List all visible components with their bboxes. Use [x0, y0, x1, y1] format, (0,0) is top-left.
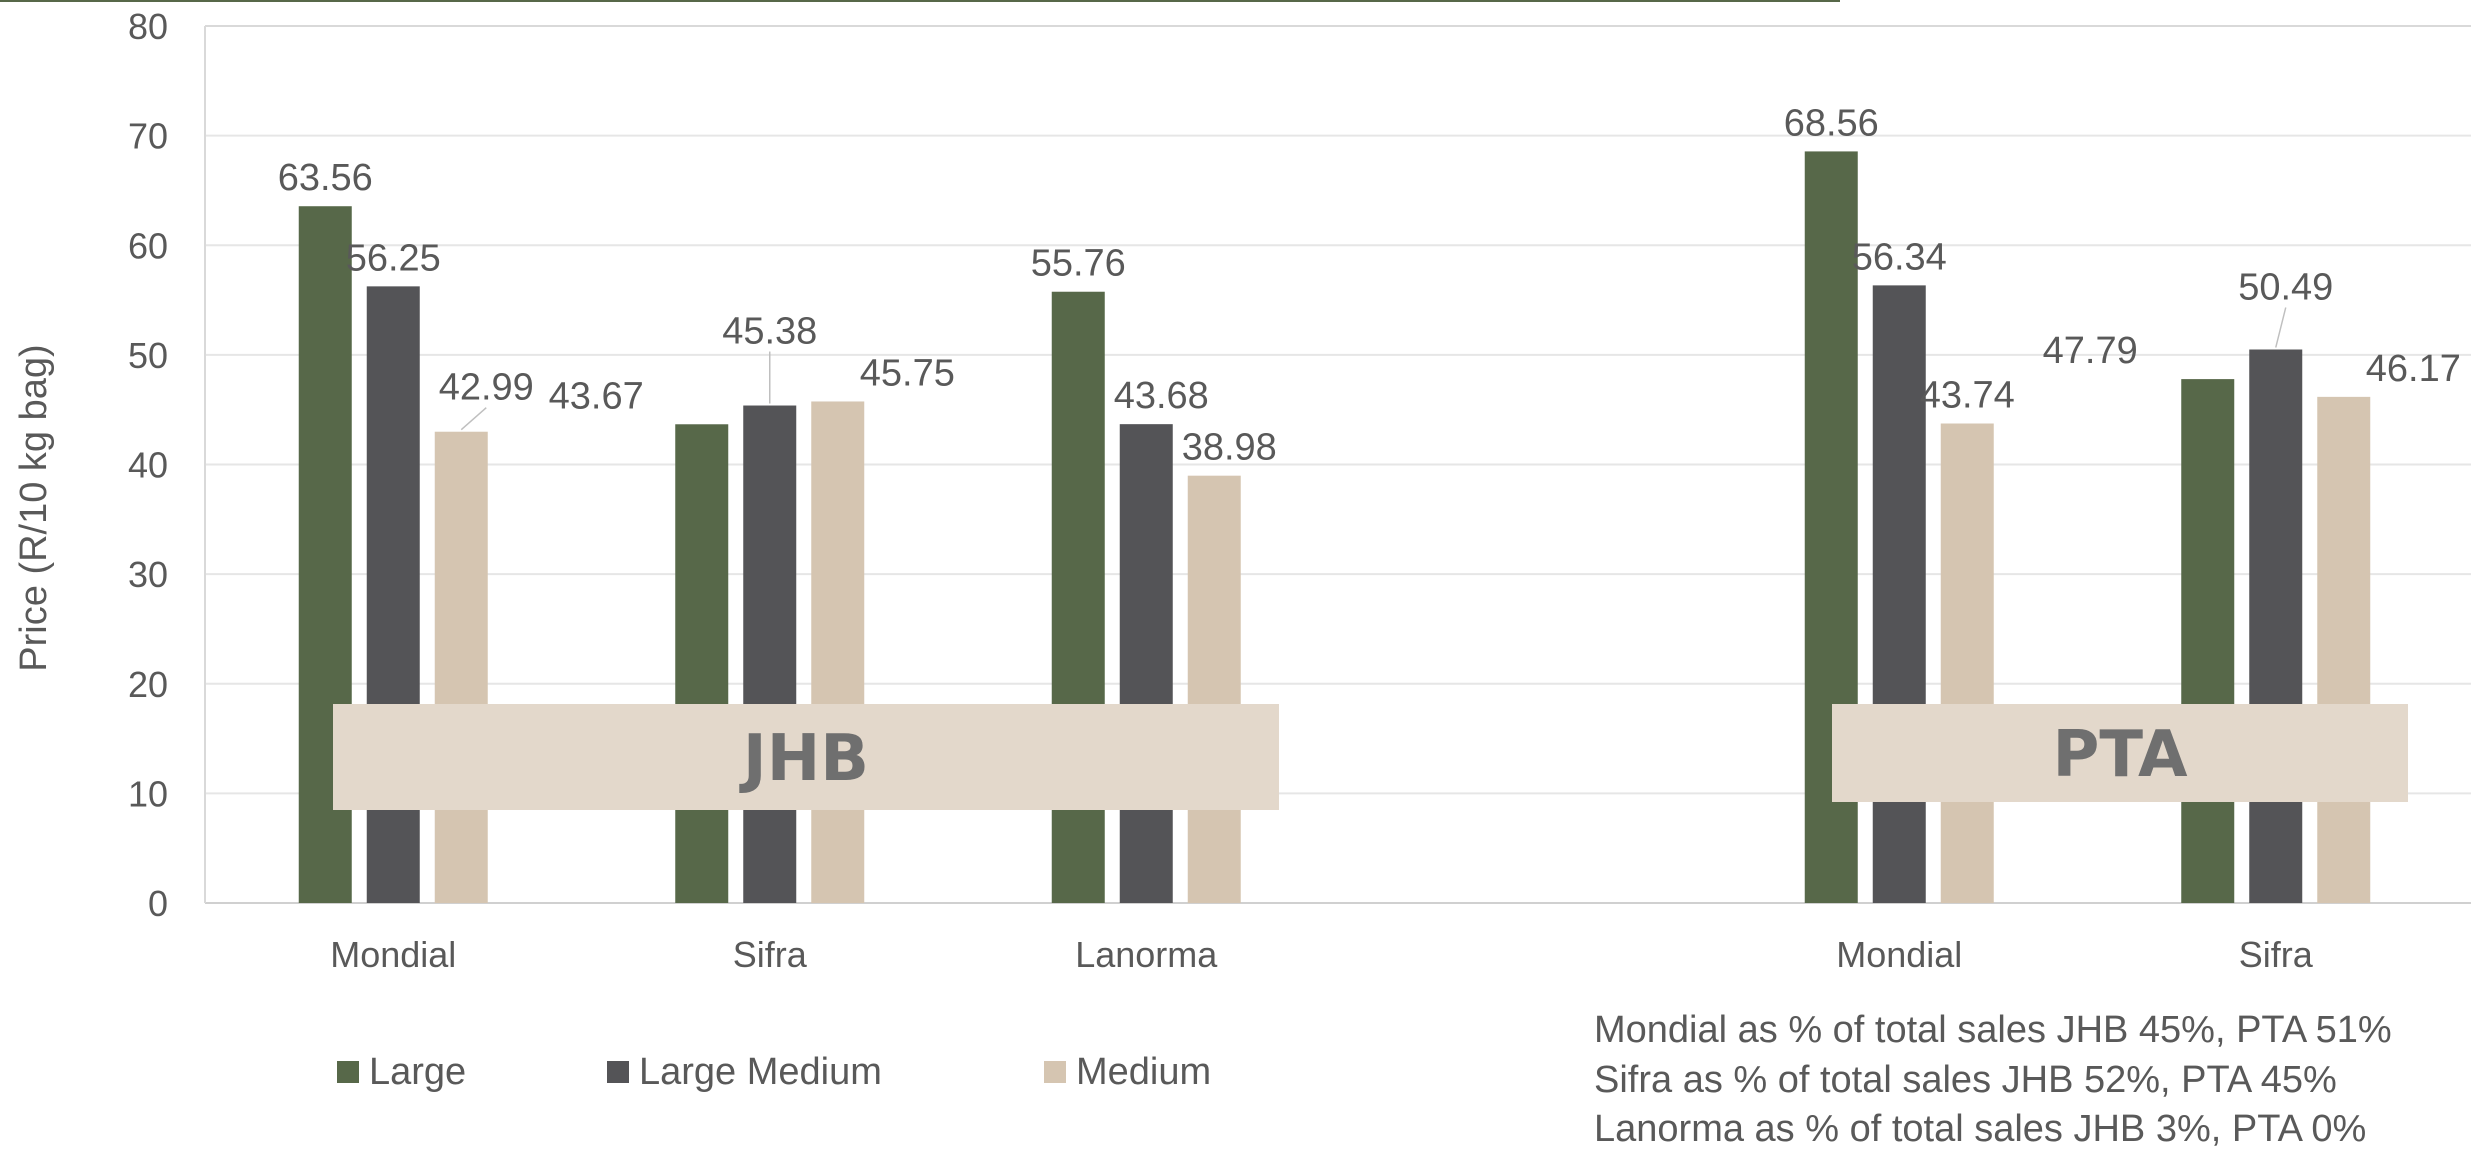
- data-label: 43.74: [1920, 375, 2015, 417]
- note-line: Mondial as % of total sales JHB 45%, PTA…: [1594, 1009, 2392, 1051]
- legend-swatch: [337, 1061, 359, 1083]
- legend: Large Large Medium Medium: [337, 1051, 1211, 1093]
- data-label: 63.56: [278, 157, 373, 199]
- x-tick-label: Lanorma: [1075, 934, 1218, 975]
- data-label: 56.34: [1852, 236, 1947, 278]
- data-label: 38.98: [1182, 427, 1277, 469]
- legend-swatch: [1044, 1061, 1066, 1083]
- y-tick-label: 10: [128, 773, 168, 814]
- leader-line: [2275, 307, 2287, 348]
- x-tick-label: Mondial: [1836, 934, 1962, 975]
- region-boxes: JHB PTA: [333, 704, 2408, 810]
- y-tick-label: 20: [128, 664, 168, 705]
- data-label: 45.38: [722, 311, 817, 353]
- region-label: PTA: [2052, 718, 2188, 792]
- y-tick-label: 40: [128, 445, 168, 486]
- y-tick-label: 80: [128, 6, 168, 47]
- legend-label: Large Medium: [639, 1051, 882, 1093]
- y-axis-ticks: 0 10 20 30 40 50 60 70 80: [128, 6, 168, 924]
- data-label: 68.56: [1784, 102, 1879, 144]
- data-label: 47.79: [2043, 330, 2138, 372]
- region-box: [333, 704, 1279, 810]
- y-tick-label: 50: [128, 335, 168, 376]
- x-tick-label: Sifra: [2239, 934, 2314, 975]
- bar-large-medium: [1119, 424, 1173, 903]
- data-label: 43.68: [1114, 375, 1209, 417]
- legend-label: Medium: [1076, 1051, 1211, 1093]
- data-label: 46.17: [2366, 348, 2461, 390]
- data-label: 42.99: [439, 367, 534, 409]
- x-tick-label: Sifra: [733, 934, 808, 975]
- bar-large-medium: [366, 286, 420, 903]
- leader-lines: [460, 307, 2287, 431]
- data-label: 56.25: [346, 237, 441, 279]
- bar-medium: [1940, 423, 1994, 903]
- bar-large: [2181, 379, 2235, 903]
- y-tick-label: 30: [128, 554, 168, 595]
- note-line: Lanorma as % of total sales JHB 3%, PTA …: [1594, 1108, 2366, 1150]
- region-box: [1832, 704, 2408, 802]
- legend-swatch: [607, 1061, 629, 1083]
- bar-medium: [1187, 475, 1241, 903]
- leader-line: [460, 407, 487, 431]
- bar-medium: [811, 401, 865, 903]
- legend-label: Large: [369, 1051, 466, 1093]
- bar-large-medium: [743, 405, 797, 903]
- bar-medium: [2317, 396, 2371, 903]
- y-tick-label: 70: [128, 116, 168, 157]
- region-label: JHB: [739, 722, 869, 796]
- notes: Mondial as % of total sales JHB 45%, PTA…: [1594, 1009, 2392, 1150]
- data-labels: 63.56 56.25 42.99 43.67 45.38 45.75 55.76 43.68…: [278, 102, 2461, 468]
- data-label: 55.76: [1031, 243, 1126, 285]
- bar-large-medium: [2249, 349, 2303, 903]
- data-label: 50.49: [2238, 267, 2333, 309]
- data-label: 45.75: [860, 352, 955, 394]
- x-tick-label: Mondial: [330, 934, 456, 975]
- note-line: Sifra as % of total sales JHB 52%, PTA 4…: [1594, 1059, 2337, 1101]
- y-tick-label: 0: [148, 883, 168, 924]
- bar-medium: [434, 431, 488, 903]
- bar-large: [675, 424, 729, 903]
- bar-large: [1051, 291, 1105, 904]
- y-axis-label: Price (R/10 kg bag): [13, 344, 55, 671]
- x-axis-labels: Mondial Sifra Lanorma Mondial Sifra: [330, 934, 2314, 975]
- bar-large-medium: [1872, 285, 1926, 903]
- data-label: 43.67: [549, 375, 644, 417]
- y-tick-label: 60: [128, 225, 168, 266]
